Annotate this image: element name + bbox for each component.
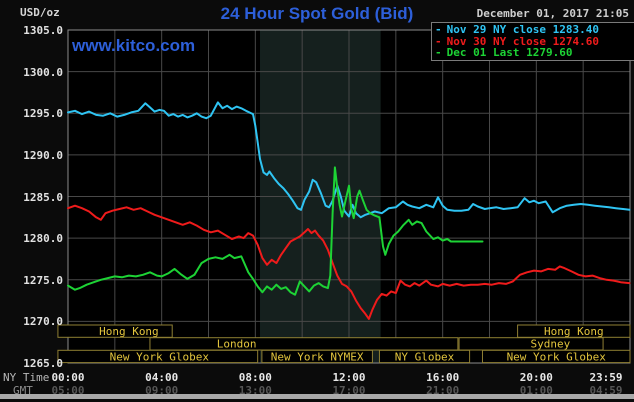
y-axis-unit-label: USD/oz bbox=[20, 6, 60, 19]
series-line-nov30 bbox=[67, 204, 631, 320]
ny-time-tick-label: 16:00 bbox=[426, 371, 460, 384]
session-box bbox=[149, 337, 459, 351]
y-tick-label: 1295.0 bbox=[23, 107, 63, 121]
session-label: Sydney bbox=[531, 338, 571, 351]
y-tick-label: 1270.0 bbox=[23, 315, 63, 329]
ny-time-tick-label: 12:00 bbox=[332, 371, 366, 384]
legend-entry: - Nov 30 NY close 1274.60 bbox=[435, 34, 632, 48]
y-tick-label: 1280.0 bbox=[23, 232, 63, 246]
y-tick-label: 1300.0 bbox=[23, 65, 63, 79]
gmt-tick-label: 05:00 bbox=[51, 384, 85, 397]
session-label: New York Globex bbox=[110, 350, 210, 363]
session-box bbox=[57, 324, 173, 338]
session-box bbox=[57, 349, 259, 364]
legend-text: Nov 29 NY close 1283.40 bbox=[446, 23, 599, 36]
legend-entry: - Dec 01 Last 1279.60 bbox=[435, 47, 632, 59]
legend-line-sample: - bbox=[435, 34, 442, 48]
legend: - Nov 29 NY close 1283.40- Nov 30 NY close… bbox=[431, 22, 634, 61]
series-line-nov29 bbox=[67, 101, 631, 219]
session-label: Hong Kong bbox=[99, 325, 159, 338]
session-box bbox=[261, 349, 373, 364]
session-box bbox=[481, 349, 631, 364]
ny-time-tick-label: 04:00 bbox=[145, 371, 179, 384]
ny-time-tick-label: 00:00 bbox=[51, 371, 85, 384]
gmt-tick-label: 04:59 bbox=[589, 384, 623, 397]
legend-entry: - Nov 29 NY close 1283.40 bbox=[435, 24, 632, 36]
ny-time-axis-label: NY Time bbox=[3, 371, 50, 384]
chart-title: 24 Hour Spot Gold (Bid) bbox=[220, 4, 414, 23]
session-label: Hong Kong bbox=[544, 325, 604, 338]
y-tick-label: 1290.0 bbox=[23, 148, 63, 162]
session-label: London bbox=[217, 338, 257, 351]
y-tick-label: 1275.0 bbox=[23, 273, 63, 287]
legend-line-sample: - bbox=[435, 23, 442, 36]
window-edge-strip bbox=[0, 394, 634, 399]
ny-time-tick-label: 08:00 bbox=[238, 371, 272, 384]
gmt-tick-label: 17:00 bbox=[332, 384, 366, 397]
y-tick-label: 1305.0 bbox=[23, 24, 63, 37]
kitco-watermark-link[interactable]: www.kitco.com bbox=[72, 36, 196, 55]
gmt-tick-label: 09:00 bbox=[145, 384, 179, 397]
legend-line-sample: - bbox=[435, 46, 442, 59]
y-tick-label: 1265.0 bbox=[23, 357, 63, 370]
gmt-axis-label: GMT bbox=[13, 384, 33, 397]
gmt-tick-label: 21:00 bbox=[426, 384, 460, 397]
y-tick-label: 1285.0 bbox=[23, 190, 63, 204]
gmt-tick-label: 01:00 bbox=[519, 384, 553, 397]
session-label: New York Globex bbox=[507, 350, 607, 363]
legend-text: Dec 01 Last 1279.60 bbox=[446, 46, 573, 59]
session-label: New York NYMEX bbox=[271, 350, 364, 363]
session-box bbox=[378, 349, 471, 364]
legend-text: Nov 30 NY close 1274.60 bbox=[446, 34, 599, 48]
series-line-dec01 bbox=[67, 166, 484, 296]
chart-datetime: December 01, 2017 21:05 bbox=[476, 7, 629, 20]
session-label: NY Globex bbox=[395, 350, 455, 363]
ny-time-tick-label: 23:59 bbox=[589, 371, 623, 384]
gmt-tick-label: 13:00 bbox=[238, 384, 272, 397]
ny-time-tick-label: 20:00 bbox=[519, 371, 553, 384]
